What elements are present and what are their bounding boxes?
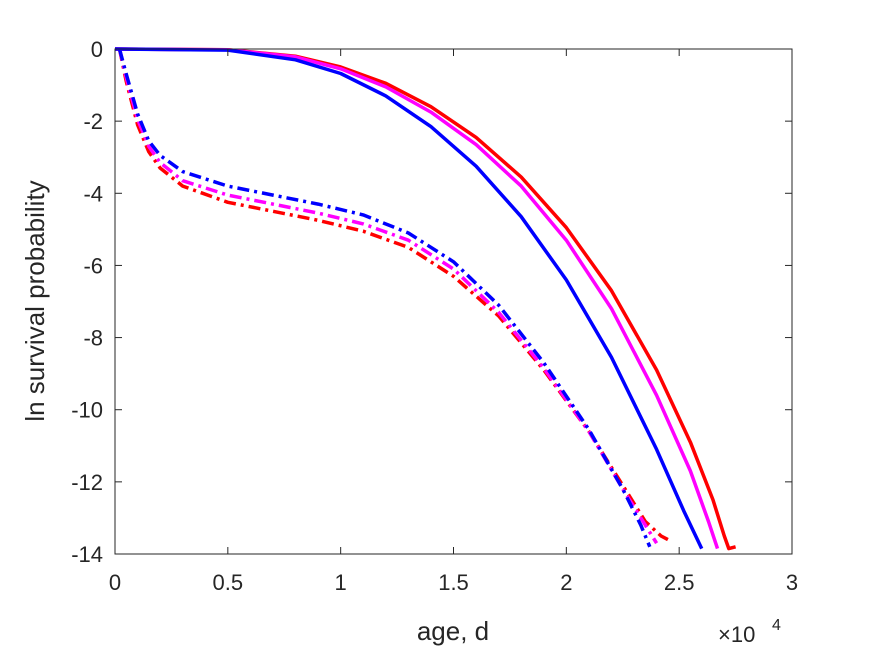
y-tick-label: 0 — [91, 37, 103, 62]
x-tick-label: 1 — [335, 570, 347, 595]
y-tick-label: -8 — [83, 326, 103, 351]
y-axis-label: ln survival probability — [20, 180, 50, 421]
x-tick-label: 3 — [786, 570, 798, 595]
y-tick-label: -12 — [71, 470, 103, 495]
series-layer — [114, 47, 737, 551]
y-axis-ticks: 0 -2 -4 -6 -8 -10 -12 -14 — [71, 37, 792, 567]
series-line-4 — [117, 48, 669, 542]
x-tick-label: 2 — [560, 570, 572, 595]
y-tick-label: -4 — [83, 181, 103, 206]
y-tick-label: -10 — [71, 398, 103, 423]
y-tick-label: -6 — [83, 253, 103, 278]
x-tick-label: 1.5 — [438, 570, 469, 595]
series-line-6 — [117, 48, 652, 548]
y-tick-label: -14 — [71, 542, 103, 567]
series-line-3 — [114, 47, 704, 550]
series-line-2 — [114, 47, 720, 550]
x-tick-label: 0 — [109, 570, 121, 595]
x-axis-ticks: 0 0.5 1 1.5 2 2.5 3 — [109, 49, 798, 595]
x-exponent-power: 4 — [772, 617, 781, 634]
x-axis-label: age, d — [417, 616, 489, 646]
plot-frame — [114, 48, 793, 555]
x-tick-label: 0.5 — [213, 570, 244, 595]
x-tick-label: 2.5 — [664, 570, 695, 595]
x-exponent-label: ×10 — [718, 622, 755, 647]
y-tick-label: -2 — [83, 109, 103, 134]
